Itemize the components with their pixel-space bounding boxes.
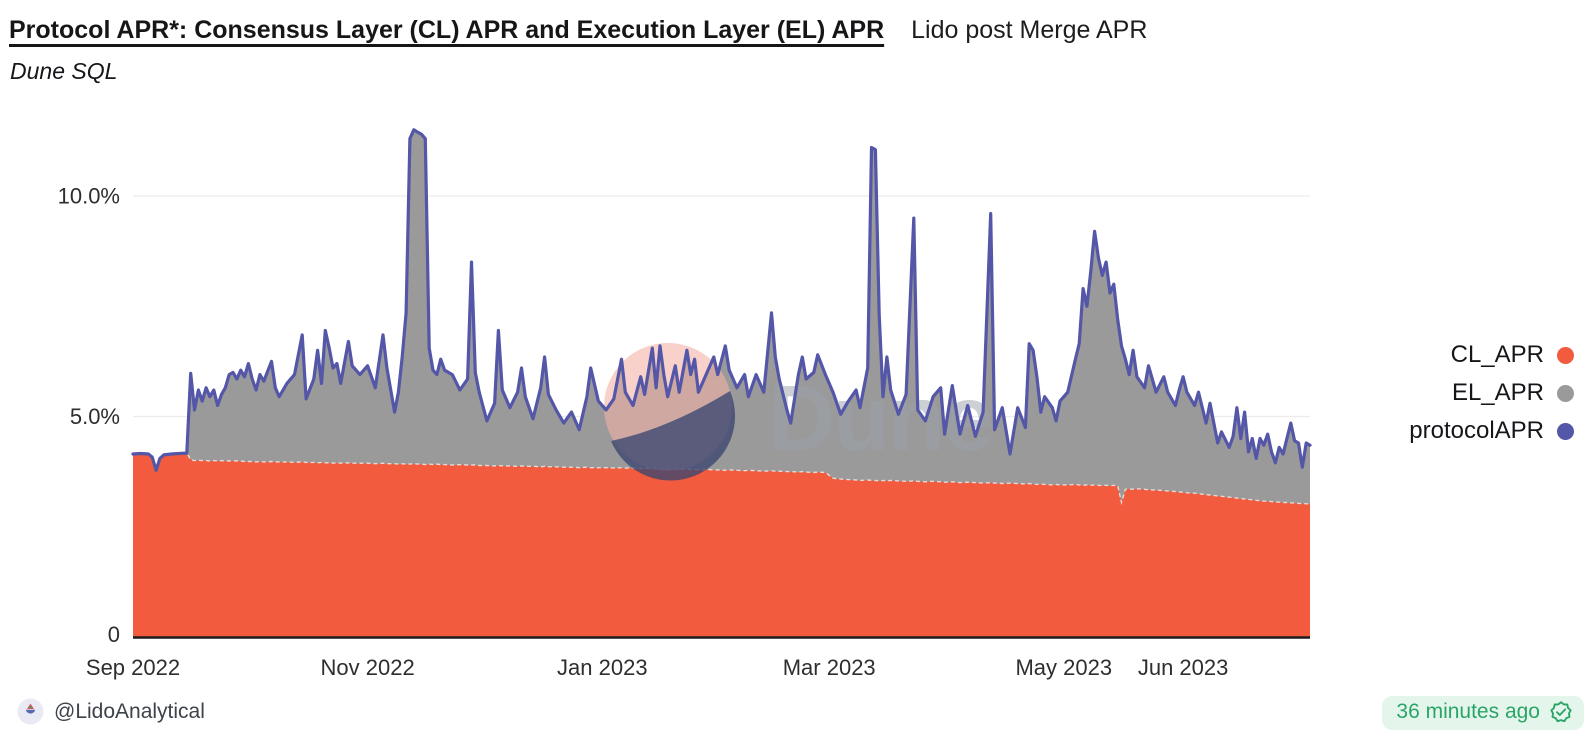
y-tick-label: 5.0% <box>70 404 120 429</box>
x-tick-label: Nov 2022 <box>321 655 415 680</box>
legend-label: CL_APR <box>1450 341 1544 368</box>
query-engine-label: Dune SQL <box>10 58 118 84</box>
y-tick-label: 0 <box>108 622 120 647</box>
last-updated-badge[interactable]: 36 minutes ago <box>1382 696 1584 730</box>
cl-apr-area <box>133 453 1310 637</box>
x-tick-label: Jun 2023 <box>1138 655 1229 680</box>
chart-title: Protocol APR*: Consensus Layer (CL) APR … <box>9 16 885 44</box>
chart-legend: CL_APR EL_APR protocolAPR <box>1409 336 1574 450</box>
cl-apr-top-edge <box>132 452 1310 506</box>
last-updated-text: 36 minutes ago <box>1396 700 1540 723</box>
seal-outline <box>1550 701 1572 723</box>
x-tick-label: May 2023 <box>1015 655 1112 680</box>
area-series <box>132 129 1310 638</box>
title-row: Protocol APR*: Consensus Layer (CL) APR … <box>9 14 1147 46</box>
x-axis-labels: Sep 2022 Nov 2022 Jan 2023 Mar 2023 May 2023… <box>86 655 1228 680</box>
legend-item-el-apr[interactable]: EL_APR <box>1409 374 1574 412</box>
x-tick-label: Mar 2023 <box>783 655 876 680</box>
legend-label: EL_APR <box>1451 379 1544 406</box>
seal-checkmark <box>1556 708 1567 716</box>
author-avatar <box>17 698 44 725</box>
verified-seal-icon <box>1550 701 1572 723</box>
y-axis-labels: 0 5.0% 10.0% <box>58 184 120 648</box>
legend-item-cl-apr[interactable]: CL_APR <box>1409 336 1574 374</box>
x-tick-label: Sep 2022 <box>86 655 180 680</box>
protocol-apr-line <box>131 128 1312 472</box>
author-handle: @LidoAnalytical <box>54 699 205 723</box>
y-tick-label: 10.0% <box>58 184 120 209</box>
x-tick-label: Jan 2023 <box>557 655 648 680</box>
legend-color-dot-protocol <box>1557 422 1574 440</box>
legend-item-protocol-apr[interactable]: protocolAPR <box>1409 412 1574 450</box>
legend-color-dot-el <box>1557 384 1574 402</box>
chart-subtitle: Lido post Merge APR <box>911 16 1148 44</box>
legend-color-dot-cl <box>1557 346 1574 364</box>
author-link[interactable]: @LidoAnalytical <box>17 698 205 725</box>
legend-label: protocolAPR <box>1409 417 1544 444</box>
